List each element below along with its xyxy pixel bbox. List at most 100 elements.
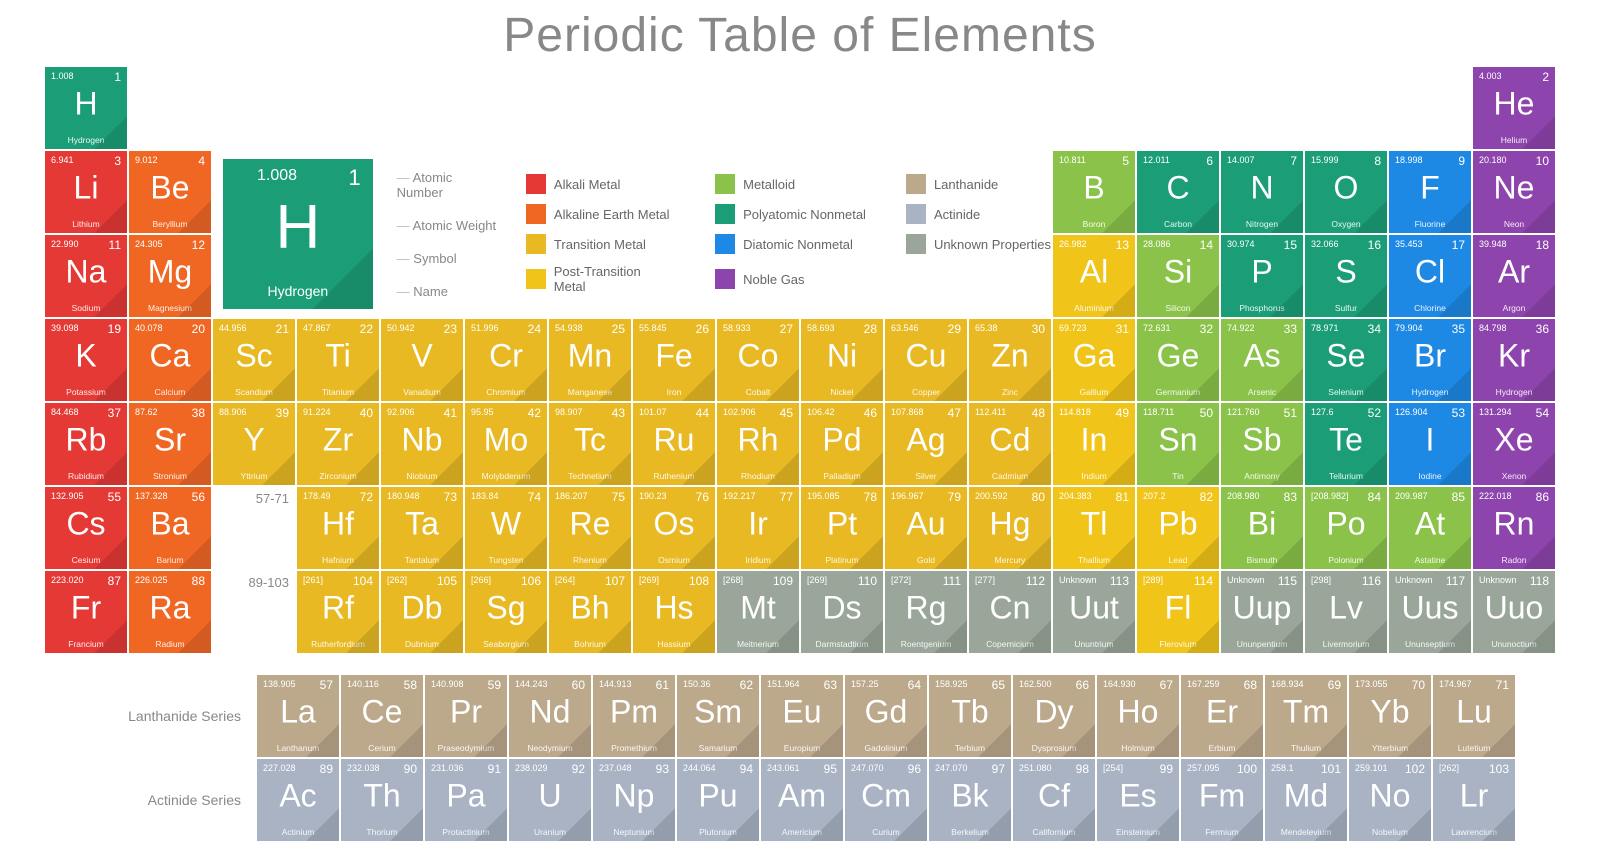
element-symbol: Sn [1158, 422, 1197, 459]
atomic-mass: 132.905 [51, 491, 84, 501]
element-cell: [261]104RfRutherfordium [297, 571, 379, 653]
atomic-mass: [298] [1311, 575, 1331, 585]
element-symbol: B [1083, 170, 1104, 207]
element-symbol: Pu [698, 778, 737, 815]
element-cell: 84.46837RbRubidium [45, 403, 127, 485]
element-cell: 58.69328NiNickel [801, 319, 883, 401]
atomic-number: 89 [320, 762, 333, 776]
atomic-mass: 95.95 [471, 407, 494, 417]
element-name: Germanium [1137, 387, 1219, 397]
atomic-number: 91 [488, 762, 501, 776]
atomic-number: 50 [1200, 406, 1213, 420]
atomic-number: 74 [528, 490, 541, 504]
atomic-number: 44 [696, 406, 709, 420]
atomic-number: 98 [1076, 762, 1089, 776]
atomic-mass: 65.38 [975, 323, 998, 333]
element-symbol: F [1420, 170, 1440, 207]
atomic-number: 66 [1076, 678, 1089, 692]
atomic-number: 49 [1116, 406, 1129, 420]
atomic-mass: 54.938 [555, 323, 583, 333]
actinide-label: Actinide Series [85, 792, 255, 809]
atomic-mass: 222.018 [1479, 491, 1512, 501]
element-name: Selenium [1305, 387, 1387, 397]
element-name: Niobium [381, 471, 463, 481]
element-cell: 183.8474WTungsten [465, 487, 547, 569]
element-symbol: Lr [1460, 778, 1488, 815]
legend-swatch [906, 204, 926, 224]
element-name: Manganese [549, 387, 631, 397]
element-name: Xenon [1473, 471, 1555, 481]
element-cell: 259.101102NoNobelium [1349, 759, 1431, 841]
element-name: Zirconium [297, 471, 379, 481]
atomic-mass: 247.070 [935, 763, 968, 773]
legend-swatch [526, 269, 546, 289]
element-symbol: Fr [71, 590, 101, 627]
element-name: Francium [45, 639, 127, 649]
element-cell: 186.20775ReRhenium [549, 487, 631, 569]
element-symbol: Dy [1034, 694, 1073, 731]
atomic-number: 58 [404, 678, 417, 692]
element-cell: 24.30512MgMagnesium [129, 235, 211, 317]
element-symbol: Er [1206, 694, 1238, 731]
atomic-mass: 258.1 [1271, 763, 1294, 773]
element-name: Aluminium [1053, 303, 1135, 313]
element-name: Phosphorus [1221, 303, 1303, 313]
atomic-mass: 4.003 [1479, 71, 1502, 81]
element-name: Hydrogen [1473, 387, 1555, 397]
element-symbol: Pt [827, 506, 857, 543]
element-name: Beryllium [129, 219, 211, 229]
atomic-number: 32 [1200, 322, 1213, 336]
element-cell: 63.54629CuCopper [885, 319, 967, 401]
f-block-rows: Lanthanide Series 138.90557LaLanthanum14… [0, 675, 1600, 841]
element-cell: Unknown113UutUnuntrium [1053, 571, 1135, 653]
element-name: Ytterbium [1349, 743, 1431, 753]
atomic-number: 111 [943, 574, 961, 588]
atomic-mass: 26.982 [1059, 239, 1087, 249]
element-cell: 208.98083BiBismuth [1221, 487, 1303, 569]
element-cell: 78.97134SeSelenium [1305, 319, 1387, 401]
element-cell: 126.90453IIodine [1389, 403, 1471, 485]
atomic-number: 4 [198, 154, 205, 168]
element-cell: 79.90435BrHydrogen [1389, 319, 1471, 401]
atomic-mass: 69.723 [1059, 323, 1087, 333]
element-symbol: Hf [322, 506, 354, 543]
element-cell: 237.04893NpNeptunium [593, 759, 675, 841]
element-symbol: Hs [654, 590, 693, 627]
atomic-number: 116 [1362, 574, 1381, 588]
element-symbol: Zn [991, 338, 1028, 375]
element-symbol: Bk [951, 778, 988, 815]
atomic-number: 1 [114, 70, 121, 84]
atomic-number: 76 [696, 490, 709, 504]
atomic-mass: 118.711 [1143, 407, 1174, 417]
element-cell: 247.07097BkBerkelium [929, 759, 1011, 841]
element-cell: 204.38381TlThallium [1053, 487, 1135, 569]
atomic-number: 18 [1536, 238, 1549, 252]
element-cell: [264]107BhBohrium [549, 571, 631, 653]
element-cell: 195.08578PtPlatinum [801, 487, 883, 569]
atomic-number: 115 [1278, 574, 1297, 588]
element-name: Rubidium [45, 471, 127, 481]
atomic-number: 85 [1452, 490, 1465, 504]
atomic-number: 68 [1244, 678, 1257, 692]
element-cell: 95.9542MoMolybdenum [465, 403, 547, 485]
legend-swatch [906, 174, 926, 194]
atomic-mass: 106.42 [807, 407, 835, 417]
element-symbol: Uuo [1485, 590, 1544, 627]
element-name: Dubnium [381, 639, 463, 649]
element-symbol: Ce [362, 694, 403, 731]
atomic-mass: 226.025 [135, 575, 168, 585]
atomic-mass: 208.980 [1227, 491, 1260, 501]
element-name: Calcium [129, 387, 211, 397]
atomic-mass: 162.500 [1019, 679, 1052, 689]
atomic-mass: 92.906 [387, 407, 415, 417]
legend-label: Metalloid [743, 177, 795, 192]
element-symbol: Al [1080, 254, 1108, 291]
atomic-mass: 107.868 [891, 407, 924, 417]
key-name: Hydrogen [223, 283, 373, 299]
element-symbol: Rh [738, 422, 779, 459]
atomic-number: 69 [1328, 678, 1341, 692]
element-name: Bismuth [1221, 555, 1303, 565]
element-cell: 89-103 [213, 571, 295, 653]
atomic-number: 88 [192, 574, 205, 588]
element-cell: 150.3662SmSamarium [677, 675, 759, 757]
